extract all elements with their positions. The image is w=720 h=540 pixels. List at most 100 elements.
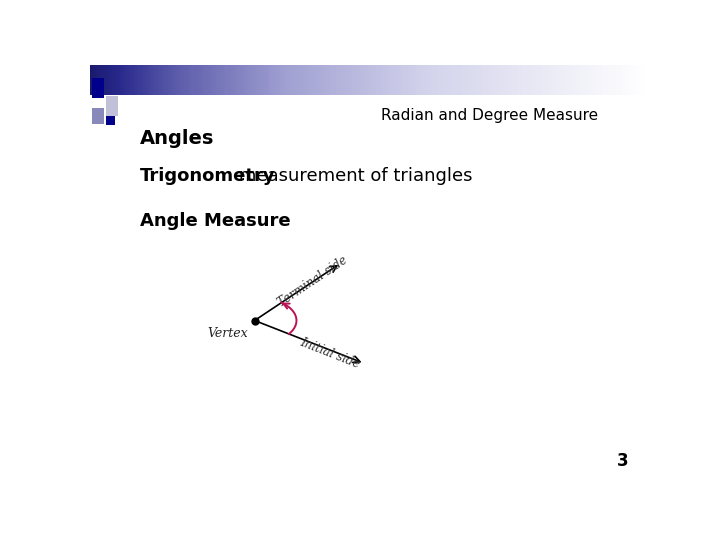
Bar [213, 65, 215, 94]
Bar [633, 65, 636, 94]
Bar [284, 65, 286, 94]
Bar [453, 65, 455, 94]
Bar [521, 65, 524, 94]
Bar [124, 65, 126, 94]
Bar [90, 65, 92, 94]
Bar [512, 65, 515, 94]
Bar [611, 65, 613, 94]
Bar [412, 65, 414, 94]
Bar [613, 65, 615, 94]
Text: 3: 3 [617, 452, 629, 470]
Bar [472, 65, 474, 94]
Text: Angles: Angles [140, 129, 215, 149]
Bar [170, 65, 172, 94]
Bar [358, 65, 360, 94]
Bar [481, 65, 483, 94]
Bar [306, 65, 308, 94]
Bar [454, 65, 457, 94]
Bar [387, 65, 390, 94]
Bar [361, 65, 364, 94]
Bar [374, 65, 377, 94]
Bar [384, 65, 387, 94]
Bar [641, 65, 643, 94]
Bar [609, 65, 611, 94]
Bar [258, 65, 260, 94]
Bar [298, 65, 301, 94]
Bar [186, 65, 189, 94]
Bar [343, 65, 346, 94]
Bar [505, 65, 507, 94]
Bar [94, 65, 96, 94]
Bar [99, 65, 102, 94]
Bar [501, 65, 503, 94]
Bar [179, 65, 181, 94]
Bar [330, 65, 333, 94]
Bar [163, 65, 165, 94]
Bar [310, 65, 312, 94]
Bar [220, 65, 222, 94]
Bar [354, 65, 356, 94]
Bar [278, 65, 280, 94]
Bar [445, 65, 448, 94]
Bar [423, 65, 426, 94]
Bar [348, 65, 351, 94]
Bar [190, 65, 193, 94]
Bar [293, 65, 295, 94]
Bar [323, 65, 325, 94]
Bar [103, 65, 105, 94]
Bar [533, 65, 535, 94]
Bar [114, 65, 117, 94]
Bar [91, 108, 104, 124]
Bar [395, 65, 397, 94]
Bar [593, 65, 595, 94]
Bar [473, 65, 476, 94]
Bar [107, 65, 109, 94]
Bar [392, 65, 394, 94]
Bar [466, 65, 468, 94]
Bar [393, 65, 395, 94]
Bar [324, 65, 327, 94]
Bar [546, 65, 548, 94]
Bar [176, 65, 178, 94]
Bar [244, 65, 247, 94]
Bar [131, 65, 133, 94]
Bar [549, 65, 552, 94]
Bar [475, 65, 477, 94]
Bar [390, 65, 392, 94]
Bar [622, 65, 624, 94]
Bar [373, 65, 375, 94]
Bar [120, 65, 122, 94]
Bar [553, 65, 556, 94]
Bar [367, 65, 369, 94]
Bar [566, 65, 569, 94]
Bar [518, 65, 521, 94]
Bar [101, 65, 104, 94]
Bar [631, 65, 634, 94]
Bar [174, 65, 176, 94]
Bar [328, 65, 330, 94]
Bar [529, 65, 531, 94]
Bar [326, 65, 328, 94]
Bar [360, 65, 362, 94]
Bar [338, 65, 340, 94]
Bar [222, 65, 225, 94]
Bar [644, 65, 647, 94]
Bar [637, 65, 639, 94]
Bar [436, 65, 438, 94]
Bar [106, 96, 118, 116]
Bar [425, 65, 427, 94]
Bar [253, 65, 256, 94]
Bar [204, 65, 206, 94]
Bar [137, 65, 139, 94]
Bar [125, 65, 127, 94]
Bar [269, 65, 271, 94]
Bar [231, 65, 234, 94]
Bar [209, 65, 212, 94]
Bar [587, 65, 589, 94]
Bar [539, 65, 541, 94]
Bar [615, 65, 617, 94]
Bar [207, 65, 210, 94]
Bar [218, 65, 221, 94]
Bar [583, 65, 585, 94]
Bar [153, 65, 156, 94]
